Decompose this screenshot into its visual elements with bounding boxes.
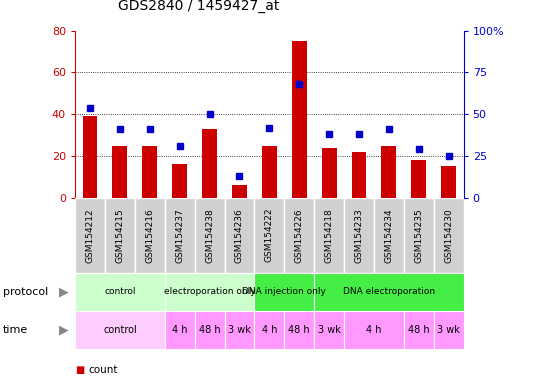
Bar xyxy=(195,311,225,349)
Text: GSM154216: GSM154216 xyxy=(145,208,154,263)
Bar xyxy=(434,311,464,349)
Text: 3 wk: 3 wk xyxy=(228,325,251,335)
Text: GSM154234: GSM154234 xyxy=(384,208,393,263)
Text: time: time xyxy=(3,325,28,335)
Bar xyxy=(225,198,255,273)
Text: 48 h: 48 h xyxy=(288,325,310,335)
Bar xyxy=(255,198,284,273)
Text: 3 wk: 3 wk xyxy=(318,325,340,335)
Text: GSM154215: GSM154215 xyxy=(115,208,124,263)
Text: 4 h: 4 h xyxy=(262,325,277,335)
Bar xyxy=(411,160,426,198)
Text: electroporation only: electroporation only xyxy=(163,287,255,296)
Bar xyxy=(344,311,404,349)
Text: 48 h: 48 h xyxy=(199,325,220,335)
Bar xyxy=(404,198,434,273)
Bar xyxy=(441,166,456,198)
Bar xyxy=(165,311,195,349)
Bar xyxy=(255,311,284,349)
Bar xyxy=(404,311,434,349)
Text: ▶: ▶ xyxy=(59,324,69,337)
Bar xyxy=(75,311,165,349)
Bar xyxy=(262,146,277,198)
Bar xyxy=(202,129,217,198)
Text: GSM154233: GSM154233 xyxy=(354,208,363,263)
Bar xyxy=(105,198,135,273)
Text: GSM154236: GSM154236 xyxy=(235,208,244,263)
Bar xyxy=(284,311,314,349)
Text: GSM154222: GSM154222 xyxy=(265,208,274,262)
Bar xyxy=(75,198,105,273)
Bar xyxy=(225,311,255,349)
Bar xyxy=(232,185,247,198)
Bar xyxy=(135,198,165,273)
Bar xyxy=(113,146,128,198)
Bar xyxy=(314,273,464,311)
Bar xyxy=(165,198,195,273)
Text: GDS2840 / 1459427_at: GDS2840 / 1459427_at xyxy=(118,0,279,13)
Text: protocol: protocol xyxy=(3,287,48,297)
Bar xyxy=(314,198,344,273)
Bar xyxy=(195,198,225,273)
Text: 4 h: 4 h xyxy=(172,325,188,335)
Bar xyxy=(382,146,397,198)
Text: ■: ■ xyxy=(75,365,84,375)
Bar xyxy=(83,116,98,198)
Bar xyxy=(75,273,165,311)
Bar xyxy=(292,41,307,198)
Bar xyxy=(142,146,157,198)
Bar xyxy=(344,198,374,273)
Text: GSM154212: GSM154212 xyxy=(85,208,94,263)
Text: control: control xyxy=(104,287,136,296)
Text: GSM154218: GSM154218 xyxy=(325,208,333,263)
Text: GSM154230: GSM154230 xyxy=(444,208,453,263)
Bar xyxy=(284,198,314,273)
Text: 3 wk: 3 wk xyxy=(437,325,460,335)
Text: GSM154237: GSM154237 xyxy=(175,208,184,263)
Bar xyxy=(165,273,255,311)
Text: ▶: ▶ xyxy=(59,285,69,298)
Bar xyxy=(314,311,344,349)
Text: GSM154238: GSM154238 xyxy=(205,208,214,263)
Bar xyxy=(255,273,314,311)
Text: 4 h: 4 h xyxy=(366,325,382,335)
Bar xyxy=(434,198,464,273)
Text: 48 h: 48 h xyxy=(408,325,430,335)
Bar xyxy=(374,198,404,273)
Bar xyxy=(322,147,337,198)
Text: control: control xyxy=(103,325,137,335)
Text: DNA injection only: DNA injection only xyxy=(242,287,326,296)
Text: count: count xyxy=(88,365,118,375)
Text: DNA electroporation: DNA electroporation xyxy=(343,287,435,296)
Text: GSM154226: GSM154226 xyxy=(295,208,304,263)
Bar xyxy=(172,164,187,198)
Bar xyxy=(352,152,367,198)
Text: GSM154235: GSM154235 xyxy=(414,208,423,263)
